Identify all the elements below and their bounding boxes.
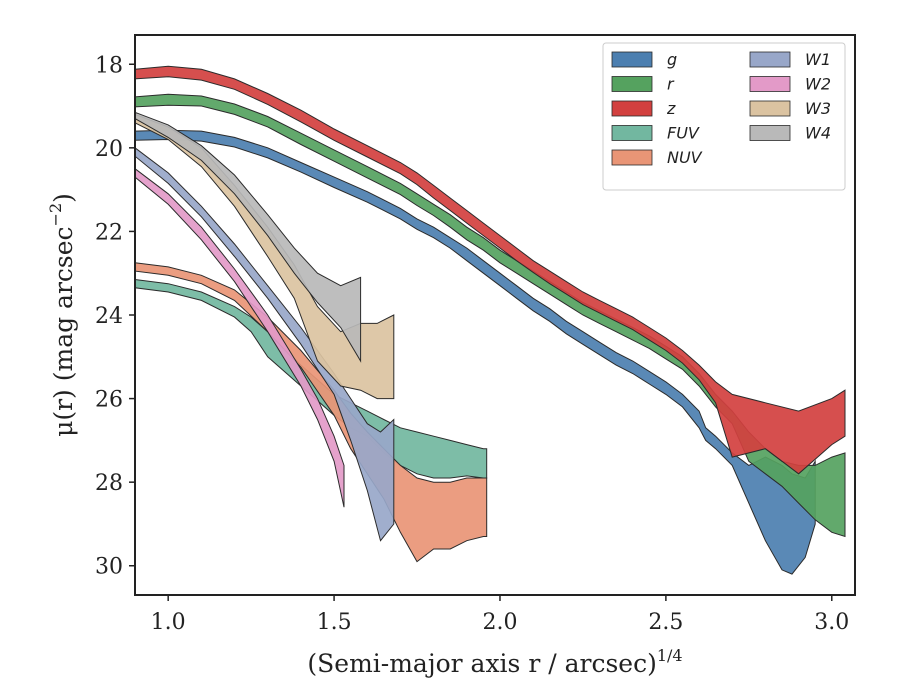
series-band-w2 (134, 167, 345, 508)
legend-swatch-w1 (749, 51, 791, 68)
y-axis-label-text: μ(r) (mag arcsec (49, 226, 78, 436)
x-tick-label: 2.0 (482, 610, 517, 635)
y-tick-label: 18 (95, 53, 123, 78)
y-axis-label-exponent: −2 (46, 203, 65, 227)
series-band-g (134, 129, 816, 575)
series-band-r (134, 93, 846, 538)
legend: grz FUV NUV W1 W2 W3 W4 (602, 42, 846, 191)
legend-label-w2: W2 (805, 75, 831, 94)
legend-label-r: r (667, 75, 675, 94)
y-tick-label: 30 (95, 555, 123, 580)
x-tick-label: 1.5 (317, 610, 352, 635)
y-tick-label: 26 (95, 388, 123, 413)
legend-swatch-w3 (749, 100, 791, 117)
series-layer (134, 65, 846, 575)
legend-swatch-z (611, 100, 653, 117)
y-axis-label: μ(r) (mag arcsec−2) (46, 193, 78, 437)
legend-label-fuv: FUV (667, 124, 700, 143)
x-tick-label: 3.0 (814, 610, 849, 635)
legend-label-w3: W3 (805, 99, 831, 118)
legend-label-nuv: NUV (667, 148, 703, 167)
legend-swatch-w4 (749, 125, 791, 141)
x-axis: 1.0 1.5 2.0 2.5 3.0 (151, 595, 849, 635)
y-tick-label: 20 (95, 137, 123, 162)
legend-swatch-w2 (749, 76, 791, 92)
legend-label-g: g (667, 50, 677, 69)
legend-swatch-g (611, 51, 653, 68)
x-axis-label: (Semi-major axis r / arcsec)1/4 (307, 646, 682, 678)
legend-swatch-r (611, 76, 653, 92)
series-band-w1 (134, 146, 395, 542)
x-tick-label: 1.0 (151, 610, 186, 635)
x-axis-label-text: (Semi-major axis r / arcsec) (307, 649, 656, 678)
series-band-z (134, 65, 846, 475)
y-tick-label: 24 (95, 304, 123, 329)
legend-swatch-fuv (611, 125, 653, 141)
x-axis-label-exponent: 1/4 (657, 646, 683, 665)
y-tick-label: 28 (95, 471, 123, 496)
y-tick-label: 22 (95, 220, 123, 245)
y-axis-label-close: ) (49, 193, 78, 203)
legend-label-w1: W1 (805, 50, 831, 69)
series-band-w4 (134, 111, 362, 363)
legend-label-w4: W4 (805, 124, 831, 143)
legend-swatch-nuv (611, 149, 653, 166)
legend-label-z: z (666, 99, 676, 118)
y-axis: 18 20 22 24 26 28 30 (95, 53, 135, 580)
x-tick-label: 2.5 (648, 610, 683, 635)
